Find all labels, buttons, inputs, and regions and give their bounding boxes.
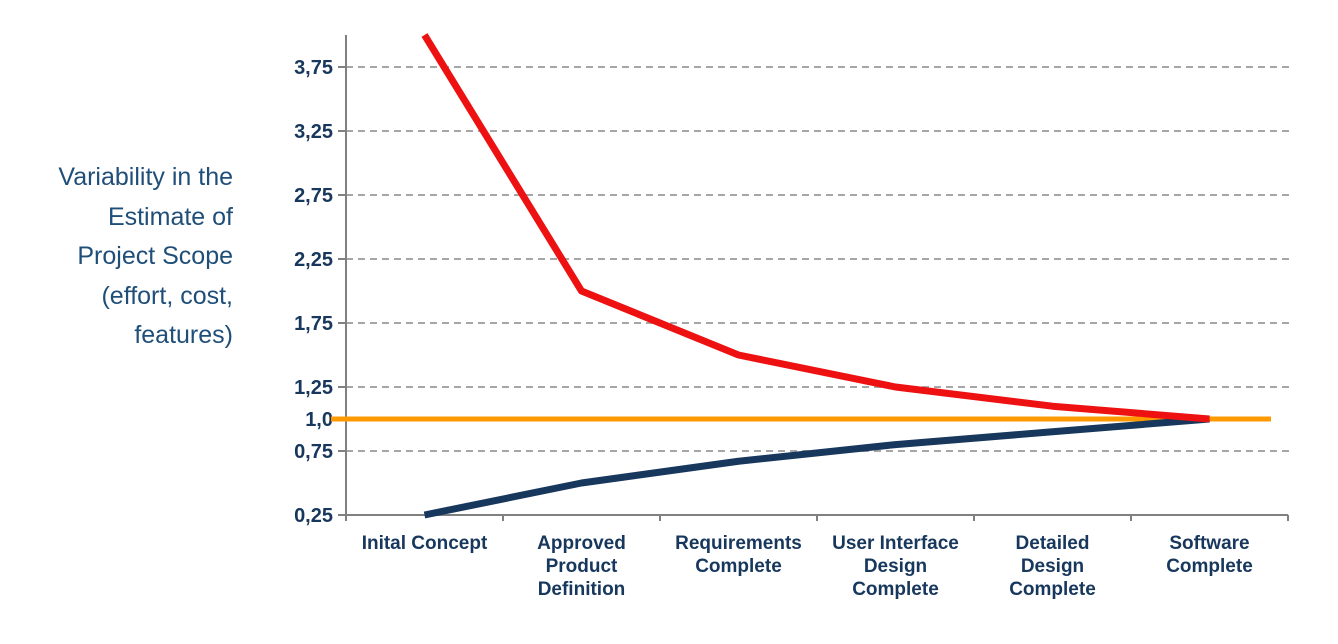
y-tick-label: 0,75	[294, 441, 333, 463]
y-axis-annotation-line: Project Scope	[77, 242, 233, 270]
x-category-label: Inital Concept	[362, 533, 488, 554]
y-axis-annotation-line: Variability in the	[58, 163, 233, 191]
upper-estimate-bound-line	[421, 33, 1210, 423]
x-category-label: Software Complete	[1166, 533, 1253, 577]
y-tick-label: 3,75	[294, 57, 333, 79]
y-tick-label: 3,25	[294, 121, 333, 143]
x-category-label: Requirements Complete	[675, 533, 802, 577]
y-tick-label: 1,0	[305, 409, 333, 431]
y-tick-label: 1,25	[294, 377, 333, 399]
y-axis-annotation-line: features)	[134, 321, 233, 349]
x-category-label: Detailed Design Complete	[1009, 533, 1096, 600]
y-axis-annotation-line: Estimate of	[107, 202, 233, 231]
y-axis-annotation: Variability in the Estimate of Project S…	[0, 158, 233, 356]
y-tick-label: 0,25	[294, 505, 333, 527]
lower-estimate-bound-line	[423, 415, 1210, 519]
y-tick-label: 2,75	[294, 185, 333, 207]
y-tick-label: 1,75	[294, 313, 333, 335]
x-category-label: Approved Product Definition	[537, 533, 626, 600]
x-category-label: User Interface Design Complete	[832, 533, 959, 600]
y-axis-annotation-line: (effort, cost,	[101, 281, 233, 310]
y-tick-label: 2,25	[294, 249, 333, 271]
